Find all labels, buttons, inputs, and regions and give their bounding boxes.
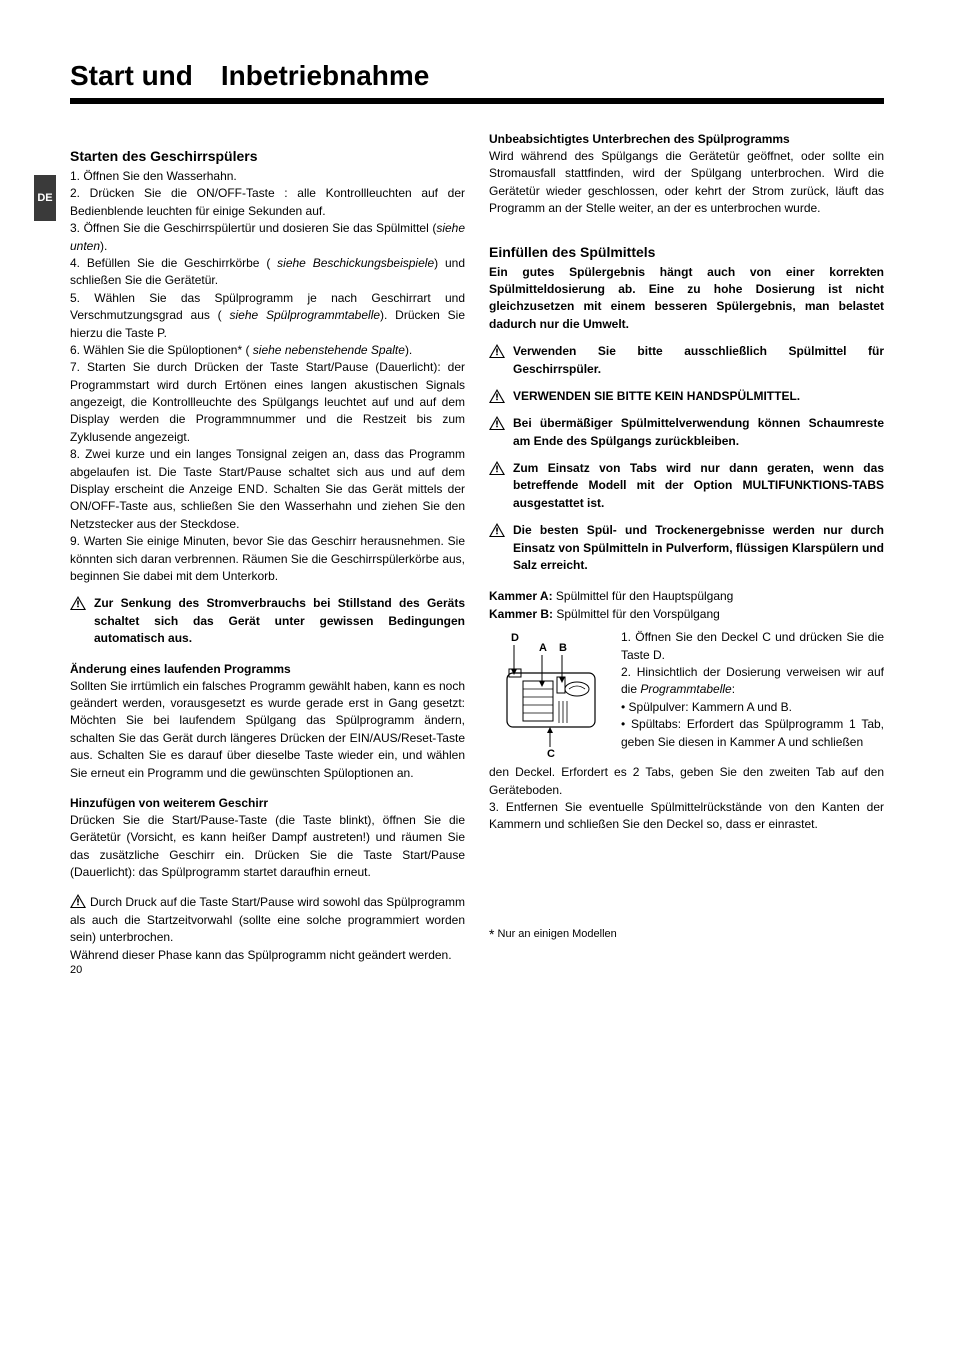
add-dishes-text: Drücken Sie die Start/Pause-Taste (die T… xyxy=(70,812,465,882)
warning-tabs-text: Zum Einsatz von Tabs wird nur dann gerat… xyxy=(513,460,884,512)
chamber-a-line: Kammer A: Spülmittel für den Hauptspülga… xyxy=(489,588,884,605)
dose-step-1: 1. Öffnen Sie den Deckel C und drücken S… xyxy=(621,629,884,664)
dose-step-2-italic: Programmtabelle xyxy=(640,682,731,696)
detergent-intro: Ein gutes Spülergebnis hängt auch von ei… xyxy=(489,264,884,334)
w5-bold: Die besten Spül- und Trockenergebnisse w… xyxy=(513,523,884,572)
columns: Starten des Geschirrspülers 1. Öffnen Si… xyxy=(70,132,884,964)
warning-icon xyxy=(489,389,505,403)
step-6-a: 6. Wählen Sie die Spüloptionen* ( xyxy=(70,343,253,357)
chamber-b-line: Kammer B: Spülmittel für den Vorspülgang xyxy=(489,606,884,623)
dose-bullet-2: • Spültabs: Erfordert das Spülprogramm 1… xyxy=(621,716,884,751)
dose-continuation: den Deckel. Erfordert es 2 Tabs, geben S… xyxy=(489,764,884,799)
warning-foam-text: Bei übermäßiger Spülmittelverwendung kön… xyxy=(513,415,884,450)
dose-step-2-c: : xyxy=(732,682,735,696)
step-6-c: ). xyxy=(405,343,412,357)
chamber-b-label: Kammer B: xyxy=(489,607,553,621)
step-4-italic: siehe Beschickungsbeispiele xyxy=(277,256,434,270)
heading-add-dishes: Hinzufügen von weiterem Geschirr xyxy=(70,796,465,810)
svg-text:C: C xyxy=(547,748,555,759)
warning-best-results-text: Die besten Spül- und Trockenergebnisse w… xyxy=(513,522,884,574)
step-4: 4. Befüllen Sie die Geschirrkörbe ( sieh… xyxy=(70,255,465,290)
warning-no-hand-soap-text: VERWENDEN SIE BITTE KEIN HANDSPÜLMITTEL. xyxy=(513,388,884,405)
warning-icon xyxy=(489,416,505,430)
pause-warning: Durch Druck auf die Taste Start/Pause wi… xyxy=(70,893,465,946)
warning-icon xyxy=(70,596,86,610)
heading-change-program: Änderung eines laufenden Programms xyxy=(70,662,465,676)
language-tab: DE xyxy=(34,175,56,221)
step-7: 7. Starten Sie durch Drücken der Taste S… xyxy=(70,359,465,446)
dosing-diagram: D A B C xyxy=(489,629,607,764)
step-8: 8. Zwei kurze und ein langes Tonsignal z… xyxy=(70,446,465,533)
warning-auto-off: Zur Senkung des Stromverbrauchs bei Stil… xyxy=(70,595,465,647)
dosing-row: D A B C xyxy=(489,629,884,764)
dose-step-2: 2. Hinsichtlich der Dosierung verweisen … xyxy=(621,664,884,699)
page-title-1: Start und xyxy=(70,60,193,92)
page: DE Start und Inbetriebnahme Starten des … xyxy=(0,0,954,1004)
svg-text:A: A xyxy=(539,642,547,654)
column-right: Unbeabsichtigtes Unterbrechen des Spülpr… xyxy=(489,132,884,964)
step-1: 1. Öffnen Sie den Wasserhahn. xyxy=(70,168,465,185)
w4-bold: Zum Einsatz von Tabs wird nur dann gerat… xyxy=(513,461,884,510)
heading-start: Starten des Geschirrspülers xyxy=(70,148,465,164)
dose-step-3: 3. Entfernen Sie eventuelle Spülmittelrü… xyxy=(489,799,884,834)
step-4-a: 4. Befüllen Sie die Geschirrkörbe ( xyxy=(70,256,277,270)
heading-interrupt: Unbeabsichtigtes Unterbrechen des Spülpr… xyxy=(489,132,884,146)
warning-icon xyxy=(489,523,505,537)
warning-foam: Bei übermäßiger Spülmittelverwendung kön… xyxy=(489,415,884,450)
chamber-b-text: Spülmittel für den Vorspülgang xyxy=(553,607,720,621)
chamber-a-label: Kammer A: xyxy=(489,589,553,603)
step-9: 9. Warten Sie einige Minuten, bevor Sie … xyxy=(70,533,465,585)
warning-icon xyxy=(489,461,505,475)
heading-detergent: Einfüllen des Spülmittels xyxy=(489,244,884,260)
step-6-italic: siehe nebenstehende Spalte xyxy=(253,343,405,357)
column-left: Starten des Geschirrspülers 1. Öffnen Si… xyxy=(70,132,465,964)
warning-only-dishwasher: Verwenden Sie bitte ausschließlich Spülm… xyxy=(489,343,884,378)
warning-auto-off-text: Zur Senkung des Stromverbrauchs bei Stil… xyxy=(94,595,465,647)
step-3: 3. Öffnen Sie die Geschirrspülertür und … xyxy=(70,220,465,255)
step-5: 5. Wählen Sie das Spülprogramm je nach G… xyxy=(70,290,465,342)
pause-warning-a: Durch Druck auf die Taste Start/Pause wi… xyxy=(70,895,465,944)
footnote: * Nur an einigen Modellen xyxy=(489,924,884,944)
step-8-end: END xyxy=(238,482,265,496)
page-number: 20 xyxy=(70,964,82,976)
pause-warning-b: Während dieser Phase kann das Spülprogra… xyxy=(70,947,465,964)
w3-bold: Bei übermäßiger Spülmittelverwendung kön… xyxy=(513,416,884,447)
detergent-intro-bold: Ein gutes Spülergebnis hängt auch von ei… xyxy=(489,265,884,331)
step-3-c: ). xyxy=(100,239,107,253)
w1-bold: Verwenden Sie bitte ausschließlich Spülm… xyxy=(513,344,884,375)
step-3-a: 3. Öffnen Sie die Geschirrspülertür und … xyxy=(70,221,436,235)
svg-text:B: B xyxy=(559,642,567,654)
chamber-a-text: Spülmittel für den Hauptspülgang xyxy=(553,589,734,603)
warning-auto-off-bold: Zur Senkung des Stromverbrauchs bei Stil… xyxy=(94,596,465,645)
warning-best-results: Die besten Spül- und Trockenergebnisse w… xyxy=(489,522,884,574)
svg-text:D: D xyxy=(511,632,519,644)
step-6: 6. Wählen Sie die Spüloptionen* ( siehe … xyxy=(70,342,465,359)
interrupt-text: Wird während des Spülgangs die Gerätetür… xyxy=(489,148,884,218)
w2-bold: VERWENDEN SIE BITTE KEIN HANDSPÜLMITTEL. xyxy=(513,389,800,403)
change-program-text: Sollten Sie irrtümlich ein falsches Prog… xyxy=(70,678,465,782)
footnote-text: Nur an einigen Modellen xyxy=(494,928,616,940)
header: Start und Inbetriebnahme xyxy=(70,60,884,104)
step-5-italic: siehe Spülprogrammtabelle xyxy=(229,308,380,322)
dose-bullet-1: • Spülpulver: Kammern A und B. xyxy=(621,699,884,716)
dosing-text: 1. Öffnen Sie den Deckel C und drücken S… xyxy=(621,629,884,764)
language-code: DE xyxy=(37,192,52,204)
page-title-2: Inbetriebnahme xyxy=(221,60,429,92)
warning-tabs: Zum Einsatz von Tabs wird nur dann gerat… xyxy=(489,460,884,512)
warning-only-dishwasher-text: Verwenden Sie bitte ausschließlich Spülm… xyxy=(513,343,884,378)
warning-icon xyxy=(489,344,505,358)
warning-icon xyxy=(70,894,86,908)
warning-no-hand-soap: VERWENDEN SIE BITTE KEIN HANDSPÜLMITTEL. xyxy=(489,388,884,405)
step-2: 2. Drücken Sie die ON/OFF-Taste : alle K… xyxy=(70,185,465,220)
